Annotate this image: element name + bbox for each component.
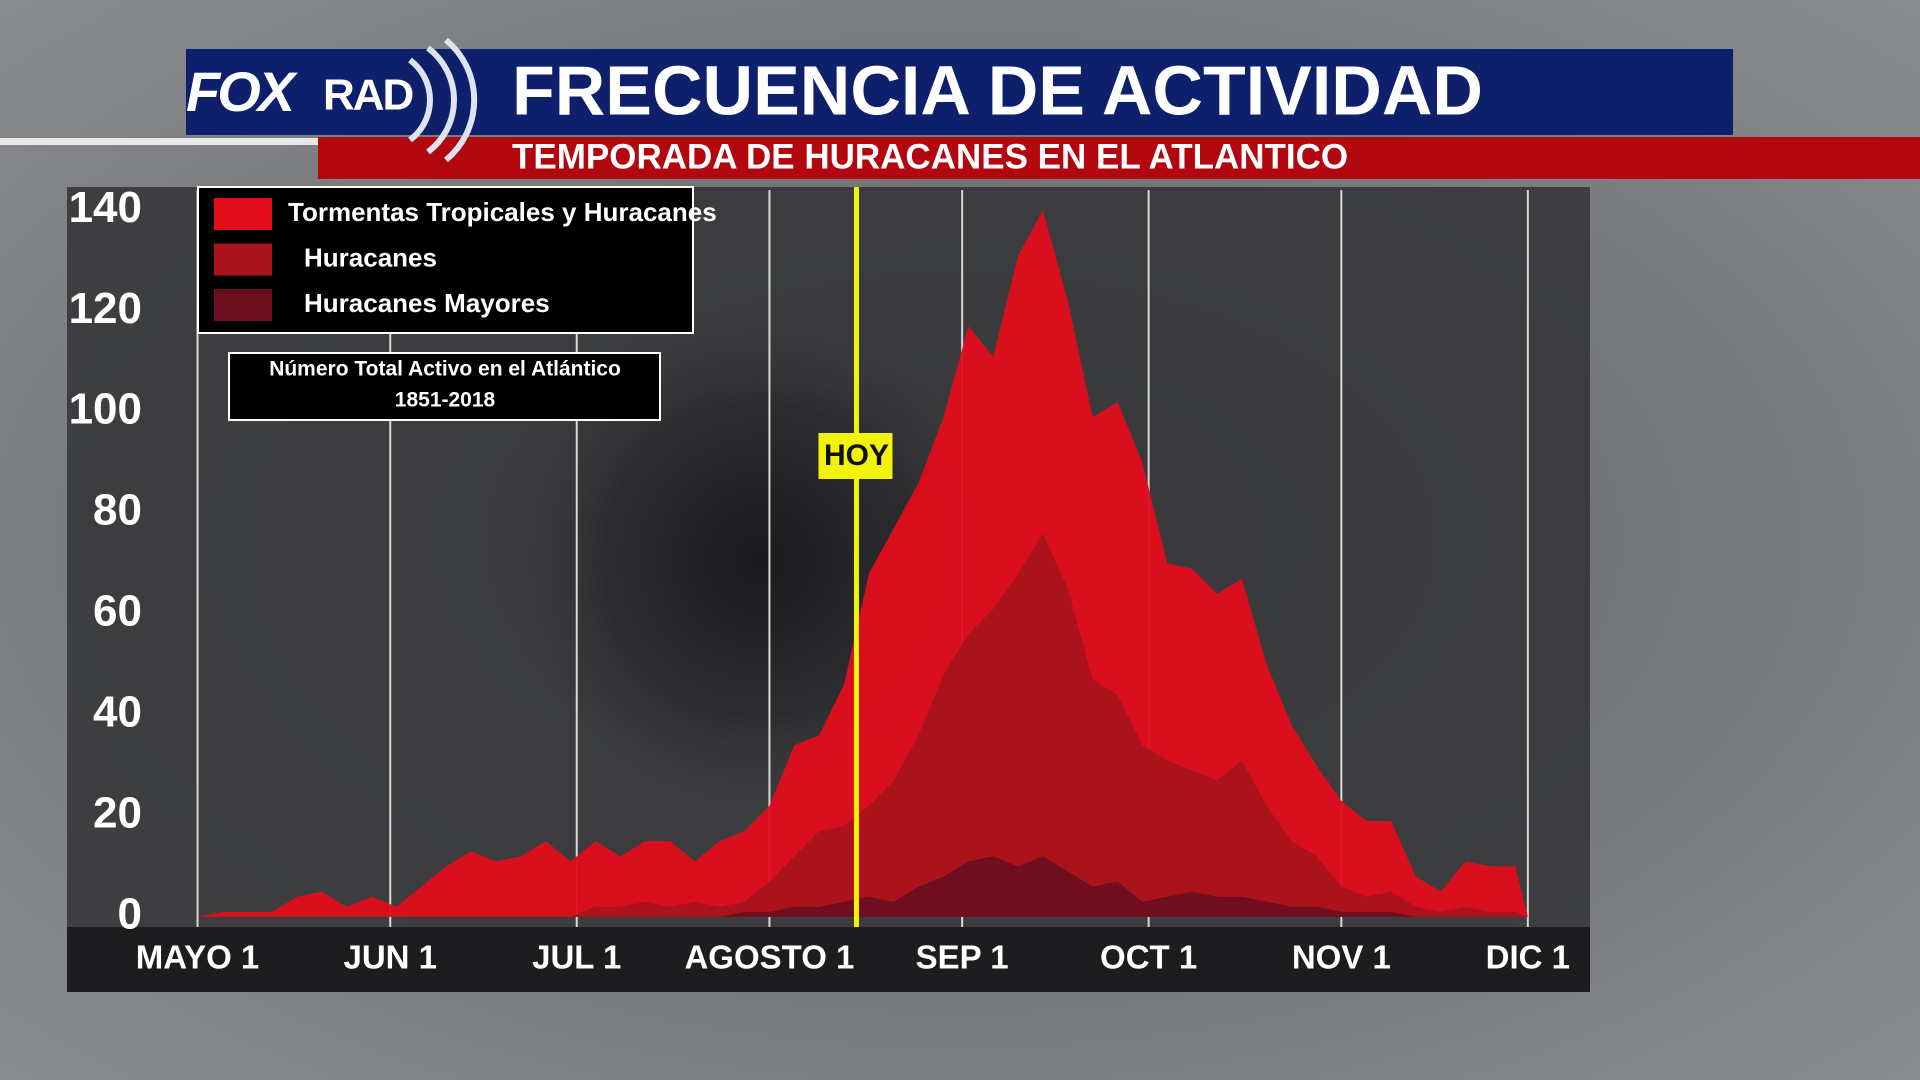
today-label-box [818,433,893,479]
legend-box [197,186,694,334]
area [197,856,1528,917]
logo-arc [444,37,478,163]
logo-fox: FOX [186,60,299,123]
x-tick-label: AGOSTO 1 [684,939,854,976]
x-tick-label: OCT 1 [1100,939,1197,976]
chart-title: FRECUENCIA DE ACTIVIDAD [512,51,1483,129]
today-label: HOY [824,439,889,472]
header-line [0,138,330,145]
logo-arc [408,57,433,143]
note-line: 1851-2018 [395,389,496,412]
x-tick-label: JUL 1 [532,939,621,976]
logo-arc [426,45,457,155]
y-tick-label: 140 [69,183,142,232]
legend: Tormentas Tropicales y Huracanes Huracane… [197,186,717,334]
area [197,210,1528,917]
legend-label: Tormentas Tropicales y Huracanes [288,197,717,227]
legend-label: Huracanes [304,242,437,272]
y-tick-label: 40 [93,688,142,737]
legend-swatch [214,289,272,321]
y-tick-label: 80 [93,486,142,535]
logo: FOX RAD [186,37,478,163]
legend-swatch [214,243,272,276]
legend-swatch [214,198,272,230]
x-tick-label: MAYO 1 [136,939,260,976]
note-line: Número Total Activo en el Atlántico [269,358,621,381]
y-tick-label: 100 [69,385,142,434]
x-tick-label: JUN 1 [343,939,437,976]
x-tick-label: DIC 1 [1486,939,1570,976]
y-tick-label: 0 [118,890,142,939]
x-tick-label: SEP 1 [916,939,1009,976]
chart-subtitle: TEMPORADA DE HURACANES EN EL ATLANTICO [512,137,1348,176]
y-tick-label: 60 [93,587,142,636]
logo-rad: RAD [323,71,413,120]
note-box [228,352,661,421]
x-axis-strip [67,927,1590,992]
subtitle-bar [318,137,1920,179]
area [197,533,1528,917]
y-tick-label: 20 [93,789,142,838]
y-tick-label: 120 [69,284,142,333]
x-tick-label: NOV 1 [1292,939,1391,976]
legend-label: Huracanes Mayores [304,288,550,318]
